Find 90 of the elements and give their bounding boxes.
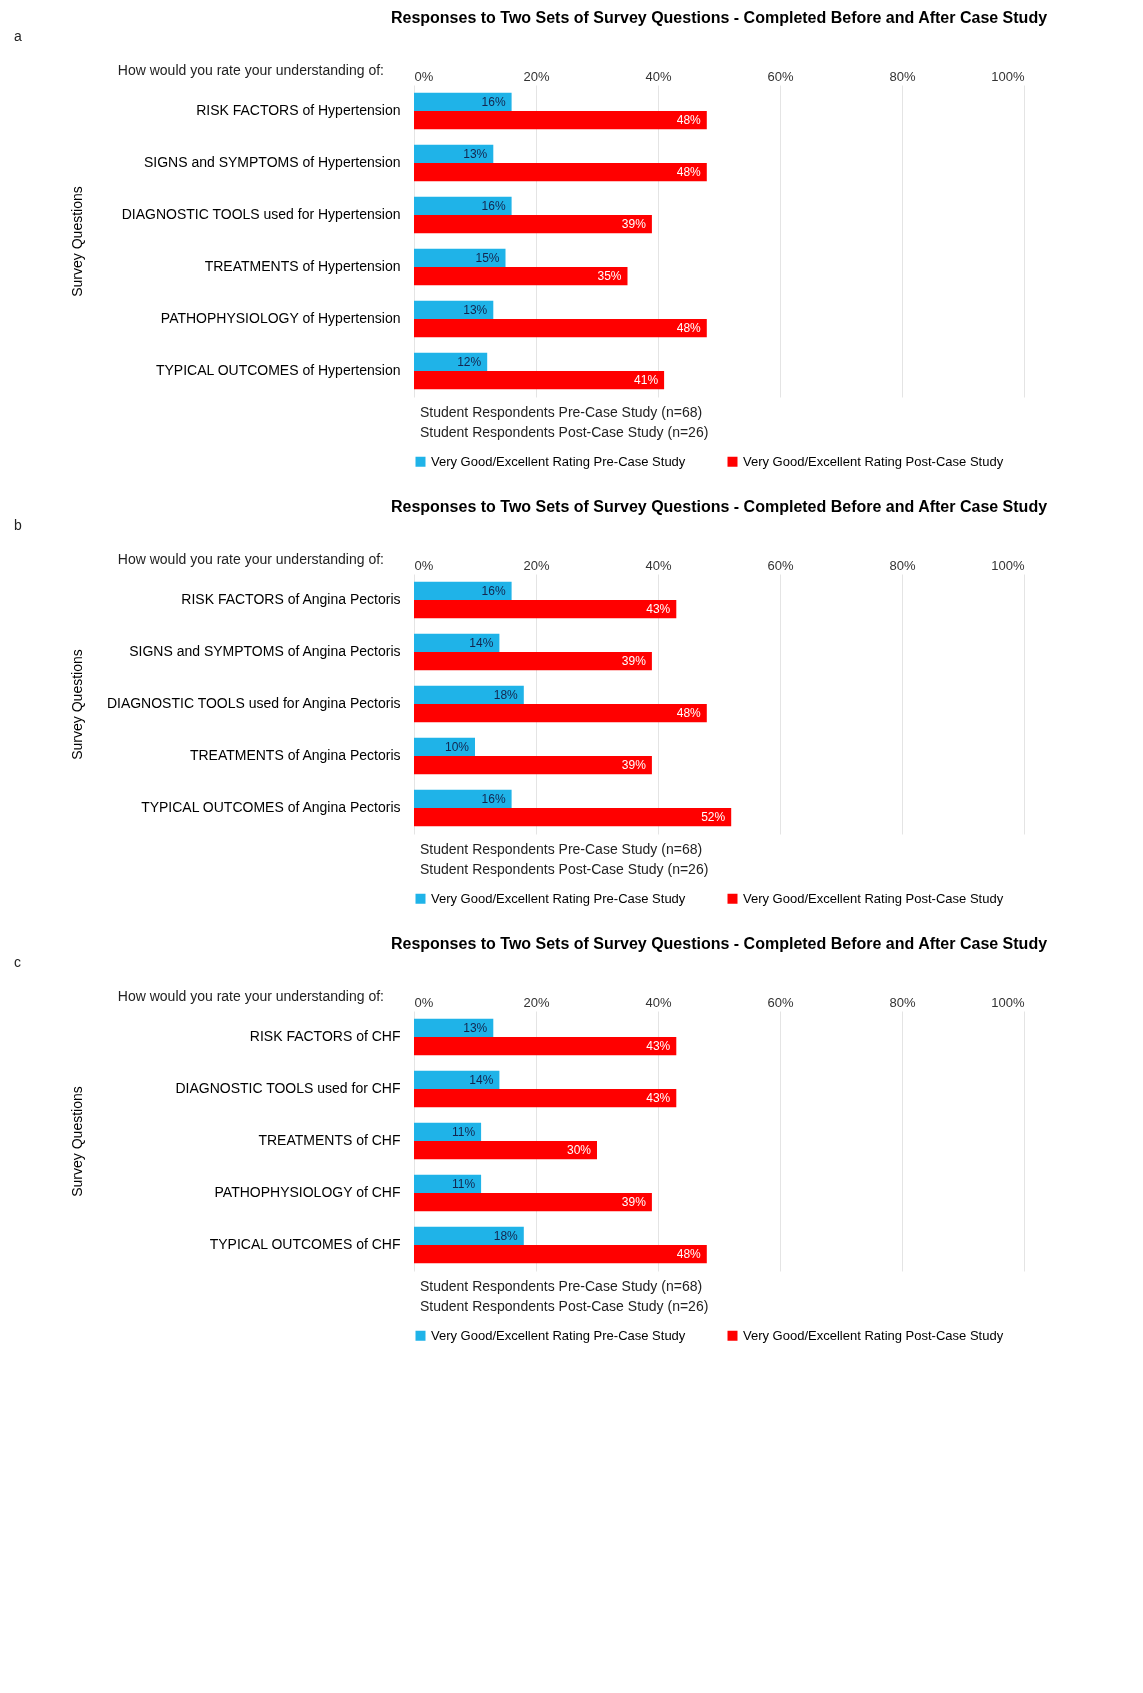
data-label: 16% <box>481 583 506 598</box>
y-tick-label: TYPICAL OUTCOMES of CHF <box>209 1236 401 1252</box>
text: Student Respondents Pre-Case Study (n=68) <box>420 841 703 857</box>
legend-label: Very Good/Excellent Rating Pre-Case Study <box>431 453 686 469</box>
text: a <box>14 28 22 44</box>
data-label: 39% <box>621 654 647 669</box>
y-tick-label: PATHOPHYSIOLOGY of CHF <box>214 1184 401 1200</box>
data-label: 16% <box>481 791 506 806</box>
y-tick-label: PATHOPHYSIOLOGY of Hypertension <box>160 310 401 326</box>
x-tick-label: 100% <box>991 994 1025 1010</box>
data-label: 16% <box>481 198 506 213</box>
x-tick-label: 40% <box>645 994 672 1010</box>
text: Student Respondents Post-Case Study (n=26) <box>420 1298 709 1314</box>
y-tick-label: TREATMENTS of Hypertension <box>204 258 401 274</box>
y-axis-title: Survey Questions <box>68 649 85 760</box>
data-label: 13% <box>463 146 488 161</box>
y-tick-label: DIAGNOSTIC TOOLS used for Hypertension <box>121 206 401 222</box>
y-axis-title: Survey Questions <box>68 186 85 297</box>
x-tick-label: 100% <box>991 557 1025 573</box>
x-tick-label: 20% <box>523 68 550 84</box>
data-label: 12% <box>457 354 482 369</box>
x-tick-label: 80% <box>889 557 916 573</box>
x-tick-label: 60% <box>767 68 794 84</box>
x-tick-label: 40% <box>645 557 672 573</box>
data-label: 41% <box>634 373 659 388</box>
data-label: 14% <box>469 1072 494 1087</box>
data-label: 14% <box>469 635 494 650</box>
data-label: 48% <box>676 321 702 336</box>
text: How would you rate your understanding of: <box>117 551 384 567</box>
x-tick-label: 0% <box>414 557 434 573</box>
legend-label: Very Good/Excellent Rating Post-Case Study <box>743 453 1004 469</box>
data-label: 43% <box>646 1039 671 1054</box>
y-tick-label: TREATMENTS of Angina Pectoris <box>189 747 401 763</box>
y-tick-label: RISK FACTORS of Angina Pectoris <box>181 591 401 607</box>
data-label: 16% <box>481 94 506 109</box>
data-label: 11% <box>451 1124 476 1139</box>
y-tick-label: SIGNS and SYMPTOMS of Angina Pectoris <box>129 643 401 659</box>
y-tick-label: TREATMENTS of CHF <box>258 1132 401 1148</box>
data-label: 13% <box>463 1020 488 1035</box>
x-tick-label: 0% <box>414 68 434 84</box>
data-label: 13% <box>463 302 488 317</box>
y-tick-label: RISK FACTORS of Hypertension <box>196 102 401 118</box>
data-label: 39% <box>621 758 647 773</box>
x-tick-label: 20% <box>523 557 550 573</box>
legend-label: Very Good/Excellent Rating Pre-Case Study <box>431 1327 686 1343</box>
data-label: 48% <box>676 706 702 721</box>
legend-label: Very Good/Excellent Rating Post-Case Study <box>743 890 1004 906</box>
text: Student Respondents Post-Case Study (n=26) <box>420 861 709 877</box>
chart-title: Responses to Two Sets of Survey Questions - Completed Before and After Case Study <box>390 498 1048 515</box>
x-tick-label: 60% <box>767 557 794 573</box>
x-tick-label: 40% <box>645 68 672 84</box>
data-label: 39% <box>621 217 647 232</box>
data-label: 43% <box>646 602 671 617</box>
chart-title: Responses to Two Sets of Survey Questions - Completed Before and After Case Study <box>390 935 1048 952</box>
data-label: 11% <box>451 1176 476 1191</box>
text: Student Respondents Pre-Case Study (n=68) <box>420 404 703 420</box>
data-label: 10% <box>444 739 470 754</box>
text: Student Respondents Post-Case Study (n=26) <box>420 424 709 440</box>
data-label: 43% <box>646 1091 671 1106</box>
data-label: 48% <box>676 113 702 128</box>
data-label: 39% <box>621 1195 647 1210</box>
data-label: 35% <box>597 269 622 284</box>
y-axis-title: Survey Questions <box>68 1086 85 1197</box>
x-tick-label: 20% <box>523 994 550 1010</box>
text: c <box>14 954 21 970</box>
y-tick-label: TYPICAL OUTCOMES of Hypertension <box>155 362 401 378</box>
data-label: 15% <box>475 250 500 265</box>
x-tick-label: 100% <box>991 68 1025 84</box>
text: How would you rate your understanding of: <box>117 988 384 1004</box>
y-tick-label: SIGNS and SYMPTOMS of Hypertension <box>143 154 401 170</box>
text: Student Respondents Pre-Case Study (n=68) <box>420 1278 703 1294</box>
y-tick-label: RISK FACTORS of CHF <box>249 1028 401 1044</box>
x-tick-label: 0% <box>414 994 434 1010</box>
data-label: 18% <box>493 1228 519 1243</box>
x-tick-label: 60% <box>767 994 794 1010</box>
data-label: 52% <box>701 810 726 825</box>
y-tick-label: TYPICAL OUTCOMES of Angina Pectoris <box>141 799 401 815</box>
legend-label: Very Good/Excellent Rating Post-Case Study <box>743 1327 1004 1343</box>
x-tick-label: 80% <box>889 68 916 84</box>
x-tick-label: 80% <box>889 994 916 1010</box>
data-label: 30% <box>566 1143 592 1158</box>
text: b <box>14 517 22 533</box>
y-tick-label: DIAGNOSTIC TOOLS used for CHF <box>175 1080 401 1096</box>
data-label: 18% <box>493 687 519 702</box>
y-tick-label: DIAGNOSTIC TOOLS used for Angina Pectoris <box>106 695 401 711</box>
legend-label: Very Good/Excellent Rating Pre-Case Study <box>431 890 686 906</box>
data-label: 48% <box>676 165 702 180</box>
data-label: 48% <box>676 1247 702 1262</box>
text: How would you rate your understanding of: <box>117 62 384 78</box>
chart-title: Responses to Two Sets of Survey Questions - Completed Before and After Case Study <box>390 9 1048 26</box>
